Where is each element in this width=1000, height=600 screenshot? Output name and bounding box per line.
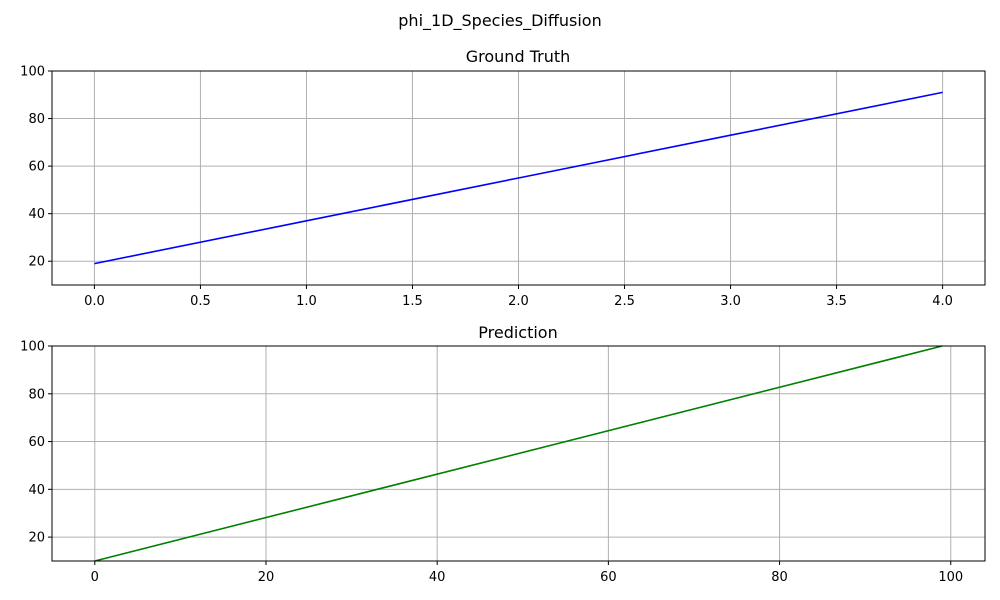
ground-truth-y-tick-label: 60 xyxy=(28,160,45,175)
prediction-x-tick-label: 20 xyxy=(258,570,275,585)
prediction-x-tick-label: 100 xyxy=(938,570,963,585)
ground-truth-x-tick-label: 2.5 xyxy=(614,294,635,309)
prediction-y-tick-label: 20 xyxy=(28,531,45,546)
prediction-x-tick-label: 60 xyxy=(600,570,617,585)
ground-truth-x-tick-label: 2.0 xyxy=(508,294,529,309)
prediction-axes-frame xyxy=(51,345,986,562)
ground-truth-x-tick-label: 3.0 xyxy=(720,294,741,309)
prediction-y-tick-label: 60 xyxy=(28,435,45,450)
ground-truth-x-tick-label: 1.5 xyxy=(402,294,423,309)
ground-truth-x-tick-label: 1.0 xyxy=(296,294,317,309)
prediction-y-tick-label: 80 xyxy=(28,387,45,402)
ground-truth-series-line xyxy=(94,91,943,265)
ground-truth-x-tick-label: 4.0 xyxy=(932,294,953,309)
ground-truth-x-tick-label: 0.5 xyxy=(190,294,211,309)
ground-truth-title: Ground Truth xyxy=(466,47,571,66)
ground-truth-y-tick-label: 20 xyxy=(28,255,45,270)
prediction-x-tick-label: 80 xyxy=(771,570,788,585)
ground-truth-y-tick-label: 100 xyxy=(20,65,45,80)
ground-truth-x-tick-label: 0.0 xyxy=(84,294,105,309)
prediction-x-tick-label: 40 xyxy=(429,570,446,585)
prediction-panel: Prediction 0 20 40 60 80 100 20 40 60 80 100 xyxy=(20,323,986,585)
ground-truth-panel: Ground Truth 0.0 0.5 1.0 1.5 2.0 2.5 3.0 3.5 4.0… xyxy=(20,47,986,309)
prediction-series-line xyxy=(94,345,943,562)
ground-truth-x-tick-label: 3.5 xyxy=(826,294,847,309)
prediction-y-tick-label: 100 xyxy=(20,340,45,355)
ground-truth-y-tick-label: 40 xyxy=(28,207,45,222)
figure-title: phi_1D_Species_Diffusion xyxy=(398,11,601,31)
ground-truth-y-tick-label: 80 xyxy=(28,112,45,127)
prediction-y-tick-label: 40 xyxy=(28,483,45,498)
prediction-title: Prediction xyxy=(478,323,557,342)
prediction-x-tick-label: 0 xyxy=(91,570,99,585)
